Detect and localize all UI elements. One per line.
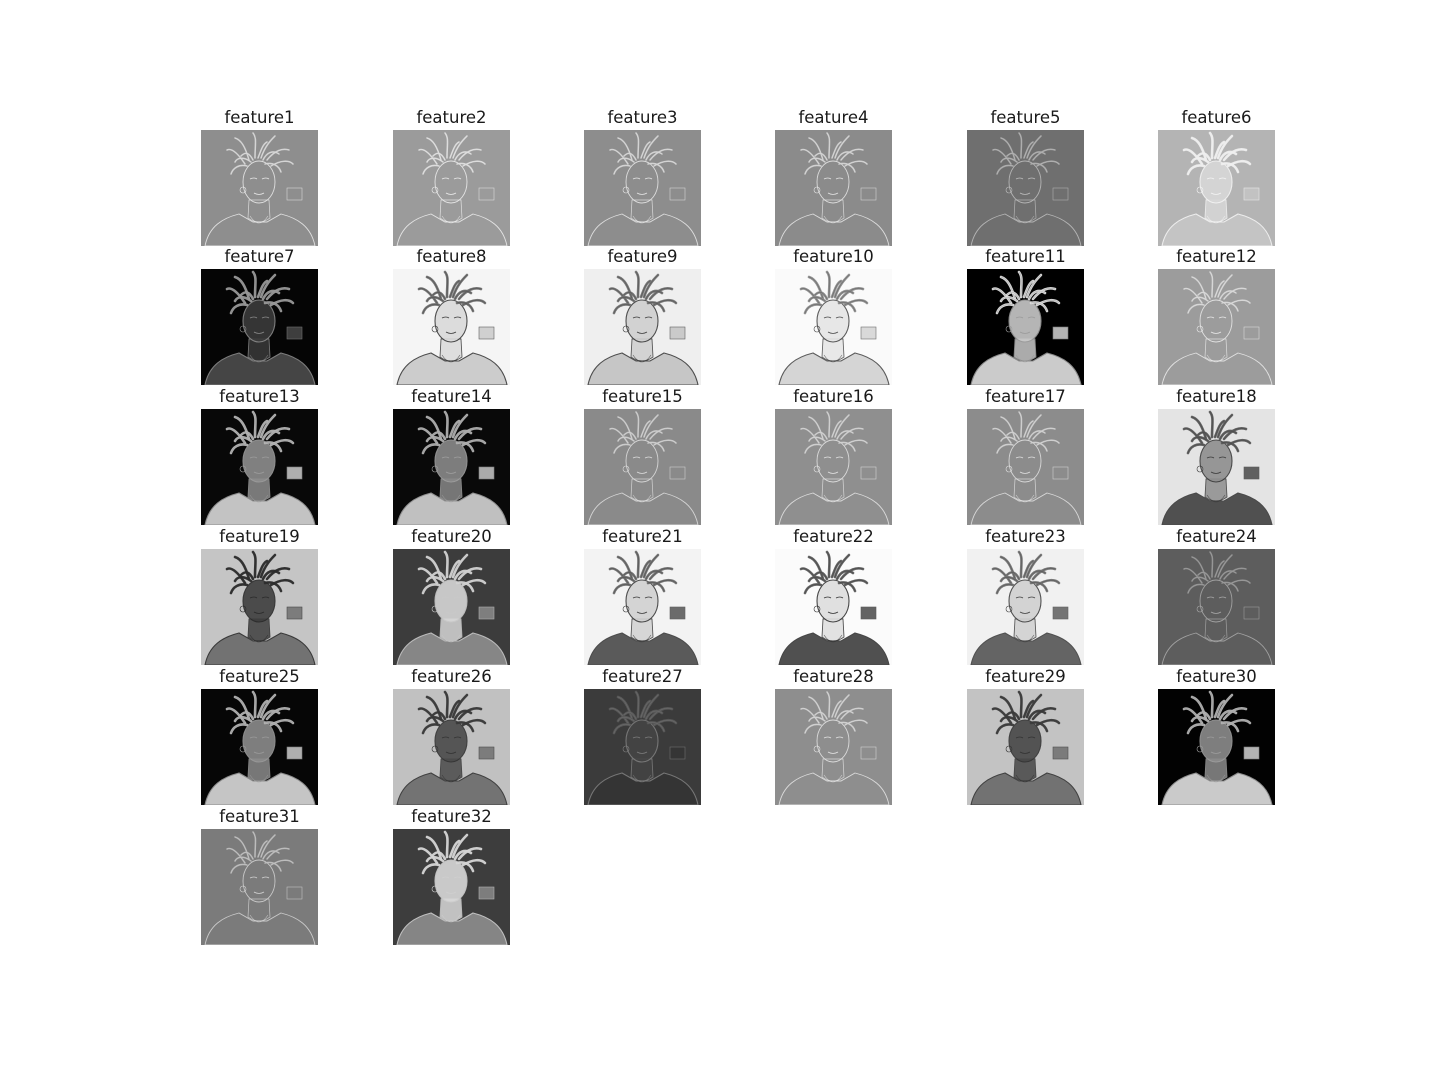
panel-title: feature11 [985,247,1066,266]
feature-map-image [393,130,510,246]
panel-title: feature9 [607,247,678,266]
panel-title: feature8 [416,247,487,266]
panel-title: feature23 [985,527,1066,546]
feature-map-image [393,409,510,525]
feature-map-image [775,409,892,525]
panel-title: feature19 [219,527,300,546]
feature-map-image [967,409,1084,525]
panel-title: feature12 [1176,247,1257,266]
panel-title: feature3 [607,108,678,127]
panel-title: feature24 [1176,527,1257,546]
panel-title: feature13 [219,387,300,406]
feature-map-image [584,549,701,665]
feature-map-image [1158,689,1275,805]
panel-title: feature5 [990,108,1061,127]
feature-map-image [393,549,510,665]
panel-title: feature26 [411,667,492,686]
feature-map-image [775,689,892,805]
feature-map-image [967,689,1084,805]
panel-title: feature30 [1176,667,1257,686]
panel-title: feature29 [985,667,1066,686]
feature-map-image [1158,130,1275,246]
panel-title: feature32 [411,807,492,826]
feature-map-image [584,409,701,525]
feature-map-image [967,269,1084,385]
feature-map-image [201,269,318,385]
panel-title: feature17 [985,387,1066,406]
panel-title: feature18 [1176,387,1257,406]
feature-map-image [967,549,1084,665]
panel-title: feature4 [798,108,869,127]
panel-title: feature1 [224,108,295,127]
panel-title: feature27 [602,667,683,686]
panel-title: feature22 [793,527,874,546]
panel-title: feature28 [793,667,874,686]
feature-map-image [775,130,892,246]
feature-map-image [201,409,318,525]
feature-map-image [393,689,510,805]
panel-title: feature6 [1181,108,1252,127]
feature-map-image [1158,549,1275,665]
feature-map-image [201,829,318,945]
panel-title: feature2 [416,108,487,127]
feature-map-image [584,689,701,805]
feature-map-image [775,269,892,385]
feature-map-image [967,130,1084,246]
panel-title: feature16 [793,387,874,406]
panel-title: feature14 [411,387,492,406]
feature-map-image [1158,409,1275,525]
panel-title: feature10 [793,247,874,266]
feature-map-image [201,549,318,665]
feature-map-image [393,269,510,385]
feature-map-image [201,689,318,805]
panel-title: feature15 [602,387,683,406]
feature-map-image [584,269,701,385]
feature-map-image [393,829,510,945]
panel-title: feature25 [219,667,300,686]
panel-title: feature20 [411,527,492,546]
panel-title: feature31 [219,807,300,826]
panel-title: feature21 [602,527,683,546]
panel-title: feature7 [224,247,295,266]
feature-map-image [584,130,701,246]
feature-map-image [775,549,892,665]
feature-map-image [1158,269,1275,385]
feature-map-image [201,130,318,246]
